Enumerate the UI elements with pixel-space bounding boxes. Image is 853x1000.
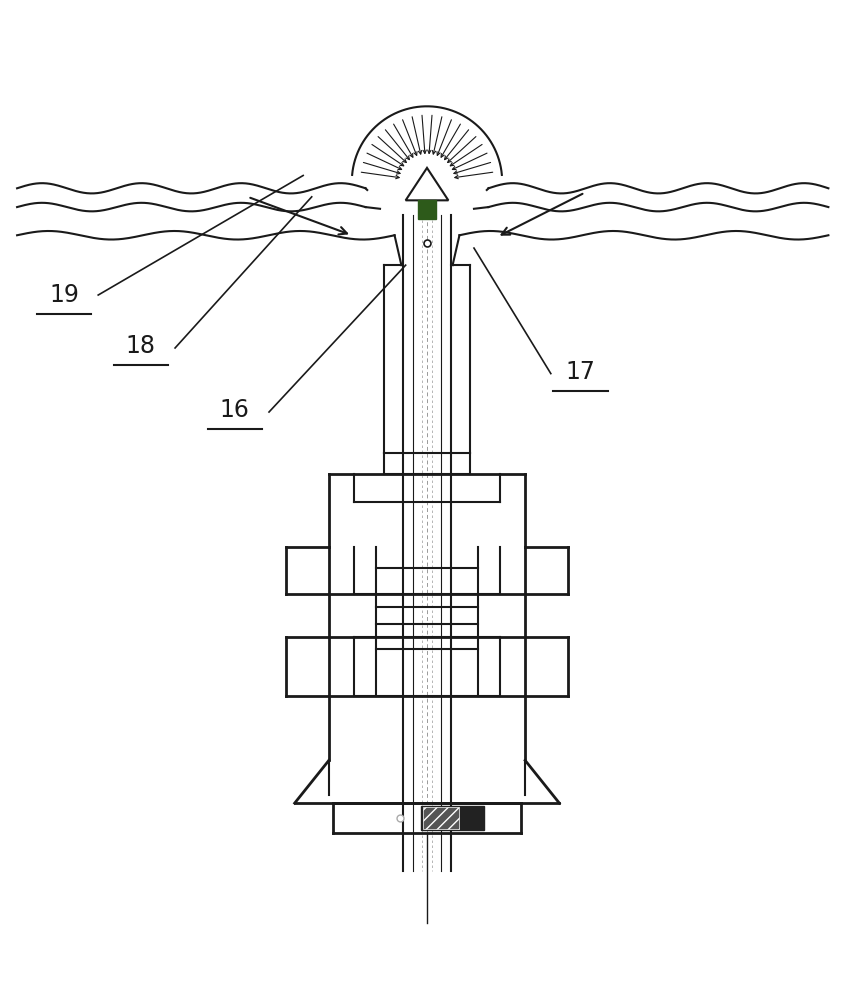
Text: 19: 19 [49, 283, 78, 307]
Text: 18: 18 [125, 334, 156, 358]
Text: 16: 16 [220, 398, 249, 422]
Text: 17: 17 [566, 360, 595, 384]
Bar [418, 200, 435, 219]
Bar [422, 807, 458, 829]
Bar [421, 806, 484, 830]
